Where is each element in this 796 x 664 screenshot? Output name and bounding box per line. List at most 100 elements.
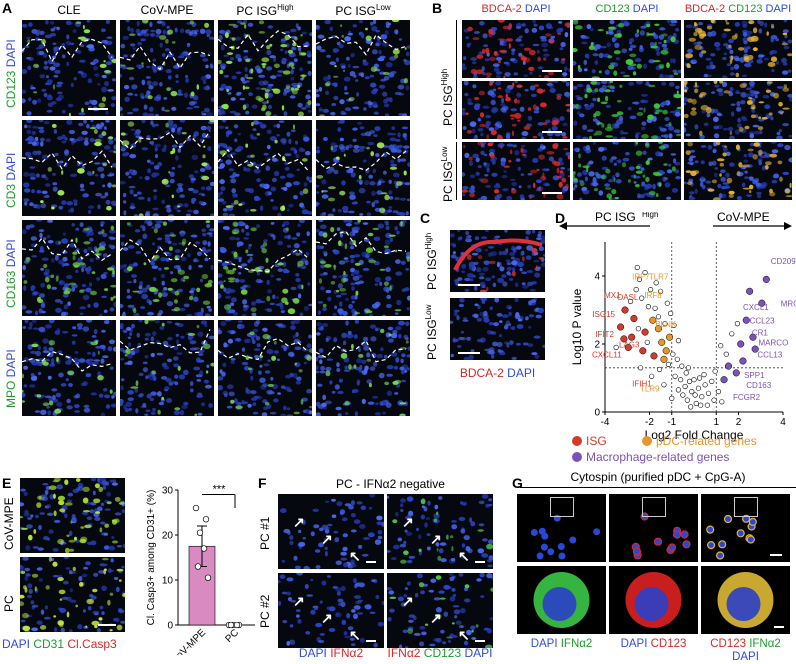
annotation-arrow: ↗ <box>293 514 305 530</box>
micrograph <box>120 220 214 316</box>
annotation-arrow: ↗ <box>430 531 442 547</box>
micrograph-texture <box>218 20 312 116</box>
gene-label: MARCO <box>759 339 789 348</box>
micrograph <box>573 81 681 139</box>
scale-bar <box>770 554 782 556</box>
y-tick-label: 4 <box>594 272 600 283</box>
column-header-text: PC ISG <box>236 4 278 18</box>
gene-label: MX1 <box>604 291 621 300</box>
micrograph-texture <box>316 320 410 416</box>
data-point <box>682 383 688 390</box>
annotation-arrow: ↗ <box>321 531 333 547</box>
micrograph <box>609 566 698 634</box>
gene-label: IRF7 <box>632 272 650 281</box>
bdca2-signal-band <box>453 238 543 271</box>
column-header-text: CoV-MPE <box>140 3 194 17</box>
data-point <box>680 392 686 398</box>
data-point <box>720 376 728 384</box>
micrograph-texture <box>706 514 757 560</box>
row-label-sup: Low <box>440 146 449 162</box>
micrograph <box>573 20 681 78</box>
row-label: MPO DAPI <box>4 349 18 408</box>
stain-label: DAPI <box>530 638 558 650</box>
data-point <box>204 574 212 581</box>
column-header: PC ISGLow <box>316 3 410 18</box>
micrograph <box>450 298 545 360</box>
inset-box <box>733 497 758 517</box>
column-header-text: PC ISG <box>335 4 376 18</box>
data-point <box>678 377 684 383</box>
data-point <box>704 402 710 408</box>
row-label-text: PC ISG <box>425 319 439 360</box>
data-point <box>194 563 202 570</box>
row-label: CD123 DAPI <box>4 39 18 108</box>
row-label: PC ISGLow <box>424 305 439 360</box>
x-axis-label: Log2 Fold Change <box>645 428 744 442</box>
micrograph <box>316 320 410 416</box>
micrograph <box>684 81 792 139</box>
micrograph <box>316 20 410 116</box>
inset-box <box>549 497 574 517</box>
row-label-text: PC ISG <box>425 249 439 290</box>
row-label-text: PC #2 <box>258 594 272 628</box>
micrograph-texture <box>387 573 493 648</box>
stain-label: CD123 <box>4 70 18 108</box>
row-bracket <box>456 142 457 200</box>
micrograph: ↗ ↗ ↖ <box>278 573 384 648</box>
data-point <box>762 275 770 283</box>
stain-label: CD123 <box>725 3 763 15</box>
data-point <box>758 299 766 307</box>
data-point <box>639 295 645 301</box>
data-point <box>664 300 670 306</box>
data-point <box>691 377 697 383</box>
image-caption: DAPI IFNα2 <box>517 638 606 651</box>
data-point <box>702 382 708 388</box>
stain-label: DAPI <box>503 366 536 380</box>
annotation-arrow: ↖ <box>349 627 361 643</box>
annotation-arrow: ↖ <box>349 548 361 564</box>
panel-label-b: B <box>432 0 443 16</box>
data-point <box>671 322 677 328</box>
micrograph <box>684 20 792 78</box>
image-caption: DAPI IFNα2 <box>278 646 384 660</box>
annotation-arrow: ↗ <box>293 593 305 609</box>
column-header-sup: High <box>277 3 294 12</box>
gene-label: LAG3 <box>619 340 640 349</box>
annotation-arrow: ↗ <box>321 610 333 626</box>
micrograph-texture <box>22 320 116 416</box>
row-label-sup: Low <box>424 304 433 320</box>
data-point <box>695 385 702 391</box>
data-point <box>732 369 740 377</box>
stain-label: CD3 <box>4 183 18 208</box>
micrograph-texture <box>22 120 116 214</box>
y-axis-label: Cl. Casp3+ among CD31+ (%) <box>146 490 157 626</box>
scale-bar <box>98 624 116 626</box>
row-label-text: PC <box>2 595 16 612</box>
gene-label: FCGR2 <box>733 393 761 402</box>
micrograph <box>20 478 125 553</box>
micrograph-texture <box>684 81 792 139</box>
micrograph-texture <box>120 320 214 416</box>
row-label-sup: High <box>440 68 449 86</box>
scale-bar <box>458 284 480 286</box>
data-point <box>672 373 678 379</box>
micrograph <box>316 120 410 216</box>
micrograph <box>701 566 790 634</box>
annotation-arrow: ↖ <box>458 548 470 564</box>
data-point <box>650 352 658 360</box>
data-point <box>617 323 625 331</box>
stain-label: DAPI <box>732 651 759 663</box>
data-point <box>679 363 685 369</box>
data-point <box>662 347 670 355</box>
row-label: PC ISGHigh <box>440 69 455 126</box>
micrograph <box>450 230 545 292</box>
data-point <box>233 621 241 629</box>
gene-label: CR1 <box>752 329 769 338</box>
micrograph-texture <box>280 494 384 569</box>
data-point <box>683 370 689 376</box>
row-label-text: PC #1 <box>258 516 272 550</box>
data-point <box>655 314 661 320</box>
micrograph-texture <box>20 478 125 553</box>
data-point <box>624 343 632 351</box>
scale-bar <box>366 640 376 642</box>
